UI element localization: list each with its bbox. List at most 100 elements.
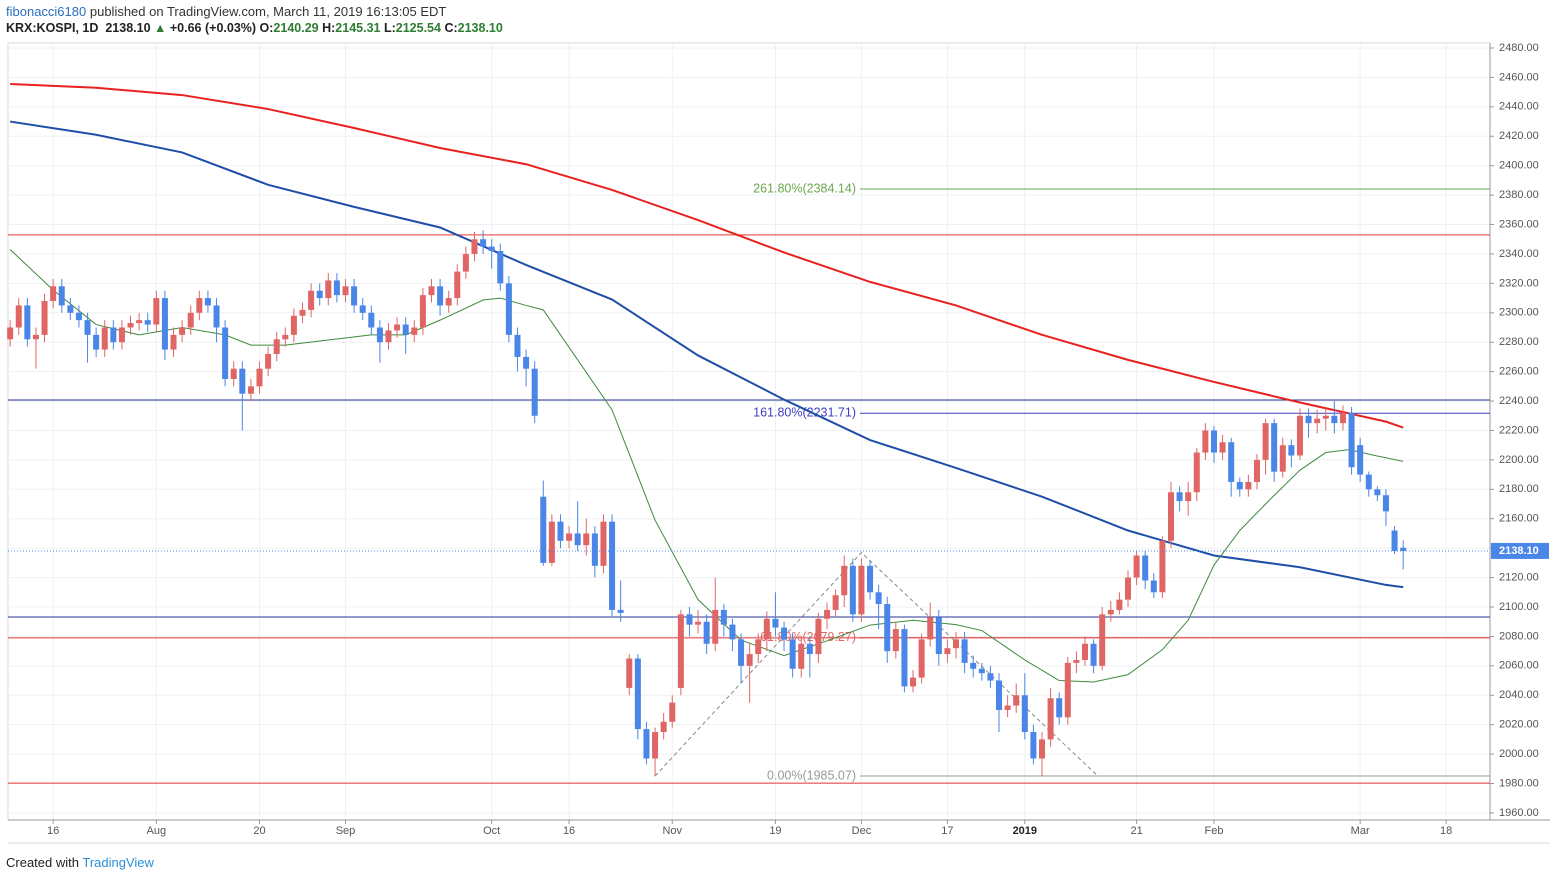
candle-body [419,295,426,328]
x-tick-label: Oct [483,825,500,837]
candle-body [1348,412,1355,468]
x-tick-label: 19 [769,825,781,837]
candle-body [1099,614,1106,666]
fib-label: 261.80%(2384.14) [753,181,856,195]
candle-body [626,658,633,688]
y-tick-label: 2100.00 [1499,601,1539,613]
change: +0.66 (+0.03%) [169,21,257,35]
candle-body [1391,530,1398,552]
o-label: O: [259,21,274,35]
fib-label: 0.00%(1985.07) [767,768,856,782]
candle-body [875,592,882,605]
candle-body [781,627,788,640]
candle-body [359,305,366,313]
candle-body [738,639,745,666]
candle-body [213,305,220,328]
x-tick-label: Aug [147,825,167,837]
candle-body [686,614,693,625]
x-tick-label: 2019 [1013,825,1037,837]
candle-body [110,327,117,343]
candle-body [93,334,100,350]
candle-body [652,732,659,759]
last: 2138.10 [105,21,151,35]
author[interactable]: fibonacci6180 [6,4,87,19]
candle-body [118,327,125,343]
y-tick-label: 2340.00 [1499,248,1539,260]
candle-body [256,368,263,387]
candle-body [617,609,624,613]
candle-body [1047,698,1054,740]
candle-body [1142,555,1149,581]
candle-body [548,521,555,563]
candle-body [136,320,143,324]
candle-body [634,658,641,730]
candle-body [970,662,977,669]
candle-body [953,639,960,649]
candle-body [849,565,856,615]
l-label: L: [383,21,396,35]
candle-body [1331,415,1338,424]
candle-body [290,315,297,335]
candle-body [1262,423,1269,460]
high: 2145.31 [335,21,381,35]
candle-body [841,565,848,596]
candle-body [1288,445,1295,456]
candle-body [505,283,512,335]
candle-body [299,309,306,316]
y-tick-label: 2220.00 [1499,424,1539,436]
candle-body [437,286,444,306]
candle-body [978,668,985,674]
candle-body [144,320,151,325]
candle-body [1219,442,1226,453]
candle-body [1382,495,1389,512]
candle-body [1339,412,1346,424]
candle-body [84,320,91,335]
candle-body [1107,609,1114,615]
candle-body [333,280,340,296]
candle-body [660,721,667,733]
y-tick-label: 2360.00 [1499,218,1539,230]
candle-body [566,533,573,541]
candle-body [101,327,108,350]
candle-body [772,618,779,628]
candle-body [832,595,839,610]
candle-body [67,305,74,313]
candle-body [471,239,478,254]
candle-body [729,624,736,640]
candle-body [1159,540,1166,593]
candle-body [1004,705,1011,710]
candle-body [385,330,392,343]
symbol: KRX:KOSPI, 1D [6,21,99,35]
candle-body [394,324,401,331]
close: 2138.10 [457,21,503,35]
candle-body [411,327,418,335]
candle-body [1064,662,1071,718]
candle-body [935,617,942,655]
candle-body [32,334,39,340]
candle-body [316,290,323,299]
candle-body [187,312,194,328]
y-tick-label: 1980.00 [1499,777,1539,789]
candle-body [1279,445,1286,472]
candle-body [153,298,160,325]
candle-body [927,617,934,640]
y-tick-label: 2460.00 [1499,71,1539,83]
candle-body [910,677,917,687]
x-tick-label: Nov [662,825,682,837]
y-tick-label: 2120.00 [1499,571,1539,583]
candle-body [695,621,702,625]
candle-body [1365,474,1372,490]
x-tick-label: Feb [1204,825,1223,837]
candle-body [531,368,538,416]
brand[interactable]: TradingView [82,855,154,870]
candle-body [884,604,891,652]
candle-body [1253,459,1260,482]
y-tick-label: 2300.00 [1499,307,1539,319]
moving-average [9,120,1404,589]
candle-body [445,298,452,306]
candle-body [514,334,521,357]
header-line: fibonacci6180 published on TradingView.c… [6,4,446,19]
candle-body [583,533,590,546]
y-tick-label: 2440.00 [1499,101,1539,113]
candle-body [325,280,332,299]
